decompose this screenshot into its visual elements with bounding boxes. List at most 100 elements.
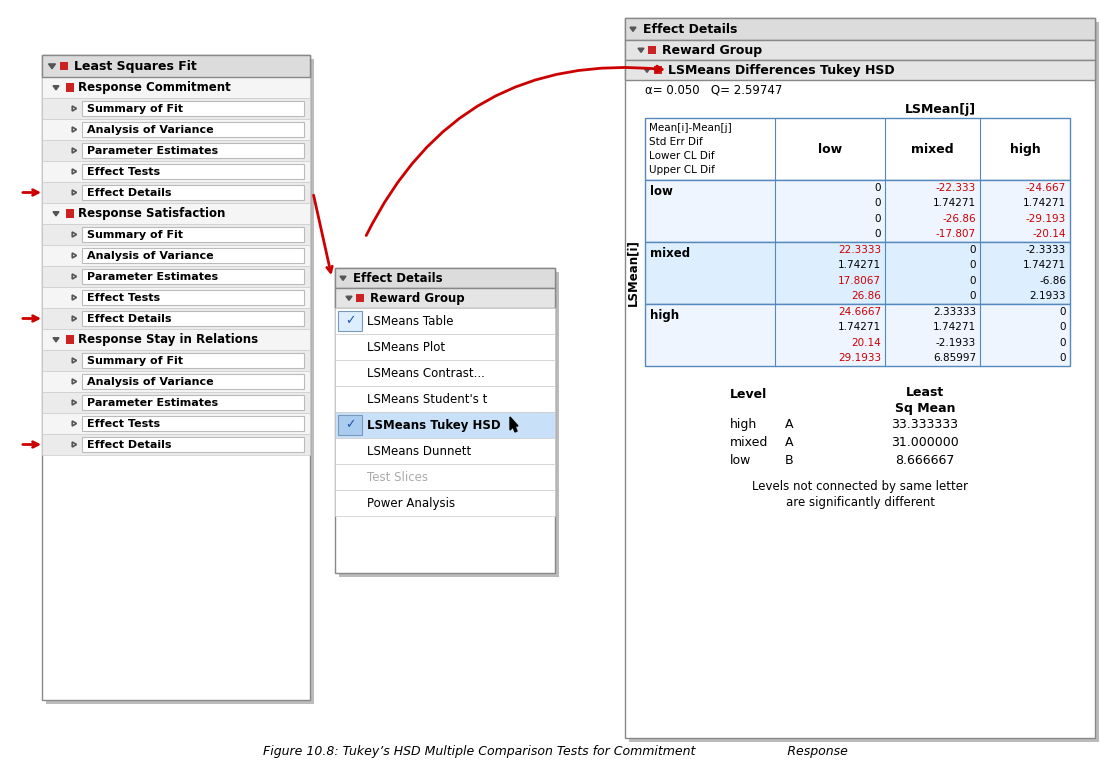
FancyBboxPatch shape [42,308,310,329]
Text: 0: 0 [970,260,975,270]
FancyBboxPatch shape [82,269,304,284]
Text: 8.666667: 8.666667 [895,454,954,467]
Text: 1.74271: 1.74271 [1023,198,1065,208]
Polygon shape [53,212,59,216]
Text: 2.33333: 2.33333 [933,306,975,316]
Polygon shape [638,49,644,52]
Text: -17.807: -17.807 [935,229,975,239]
Text: A: A [785,418,793,431]
Bar [649,46,655,54]
FancyBboxPatch shape [82,311,304,326]
Text: Reward Group: Reward Group [662,43,762,56]
Text: low: low [818,142,842,156]
FancyBboxPatch shape [46,59,314,704]
FancyBboxPatch shape [42,434,310,455]
Text: LSMeans Student's t: LSMeans Student's t [367,393,488,406]
FancyBboxPatch shape [82,164,304,179]
FancyBboxPatch shape [42,140,310,161]
Text: 0: 0 [970,245,975,255]
FancyBboxPatch shape [645,242,1070,304]
Polygon shape [53,85,59,90]
Text: ✓: ✓ [344,419,356,431]
FancyBboxPatch shape [625,40,1095,60]
Text: 22.3333: 22.3333 [838,245,881,255]
Text: 1.74271: 1.74271 [1023,260,1065,270]
Text: Effect Tests: Effect Tests [87,293,160,303]
Text: 0: 0 [1060,306,1065,316]
Polygon shape [510,417,518,432]
Text: A: A [785,436,793,449]
Text: Power Analysis: Power Analysis [367,497,456,510]
FancyBboxPatch shape [82,185,304,200]
Text: -22.333: -22.333 [935,182,975,192]
Text: low: low [730,454,751,467]
FancyBboxPatch shape [42,182,310,203]
FancyBboxPatch shape [82,437,304,452]
Text: Parameter Estimates: Parameter Estimates [87,397,218,407]
Text: -24.667: -24.667 [1025,182,1065,192]
Bar [357,294,363,302]
FancyBboxPatch shape [336,438,556,464]
FancyBboxPatch shape [82,395,304,410]
Text: B: B [785,454,793,467]
Text: 0: 0 [1060,353,1065,363]
FancyBboxPatch shape [629,22,1099,742]
Text: Level: Level [730,388,768,401]
Text: LSMean[j]: LSMean[j] [904,102,975,116]
Text: 0: 0 [970,276,975,286]
FancyBboxPatch shape [645,304,1070,366]
Text: 1.74271: 1.74271 [838,260,881,270]
FancyBboxPatch shape [336,464,556,490]
FancyBboxPatch shape [336,268,556,288]
Text: Summary of Fit: Summary of Fit [87,103,183,113]
Bar [66,83,74,92]
Bar [60,62,68,70]
Text: 0: 0 [1060,338,1065,348]
Text: Effect Details: Effect Details [87,313,171,323]
FancyBboxPatch shape [82,416,304,431]
Text: Parameter Estimates: Parameter Estimates [87,146,218,156]
FancyBboxPatch shape [42,55,310,77]
Polygon shape [53,338,59,342]
Text: high: high [730,418,758,431]
Bar [654,66,661,74]
Text: LSMeans Tukey HSD: LSMeans Tukey HSD [367,419,501,431]
FancyBboxPatch shape [336,308,556,334]
Text: Least Squares Fit: Least Squares Fit [74,59,197,72]
Text: Summary of Fit: Summary of Fit [87,229,183,239]
FancyBboxPatch shape [338,311,362,331]
Text: 33.333333: 33.333333 [891,418,959,431]
Text: 26.86: 26.86 [851,291,881,301]
FancyBboxPatch shape [625,18,1095,40]
Text: 0: 0 [874,229,881,239]
Bar [66,336,74,343]
Text: 0: 0 [970,291,975,301]
Text: LSMeans Contrast...: LSMeans Contrast... [367,367,484,380]
FancyBboxPatch shape [42,287,310,308]
Text: Effect Details: Effect Details [643,22,738,35]
Polygon shape [346,296,352,300]
FancyBboxPatch shape [42,224,310,245]
Text: LSMeans Dunnett: LSMeans Dunnett [367,444,471,457]
Text: Response Satisfaction: Response Satisfaction [78,207,226,220]
Text: 2.1933: 2.1933 [1030,291,1065,301]
Text: 6.85997: 6.85997 [933,353,975,363]
Text: Analysis of Variance: Analysis of Variance [87,125,213,135]
FancyBboxPatch shape [42,371,310,392]
FancyBboxPatch shape [645,180,1070,242]
Text: -26.86: -26.86 [942,214,975,224]
Text: 20.14: 20.14 [851,338,881,348]
Text: Summary of Fit: Summary of Fit [87,356,183,366]
FancyBboxPatch shape [42,77,310,98]
FancyBboxPatch shape [82,101,304,116]
Text: 1.74271: 1.74271 [838,323,881,332]
Text: Response Commitment: Response Commitment [78,81,231,94]
FancyBboxPatch shape [42,413,310,434]
Polygon shape [644,69,650,72]
Text: 29.1933: 29.1933 [838,353,881,363]
Text: Least: Least [905,386,944,399]
Text: Analysis of Variance: Analysis of Variance [87,250,213,260]
Text: -29.193: -29.193 [1025,214,1065,224]
Text: low: low [650,185,673,198]
Bar [66,209,74,218]
